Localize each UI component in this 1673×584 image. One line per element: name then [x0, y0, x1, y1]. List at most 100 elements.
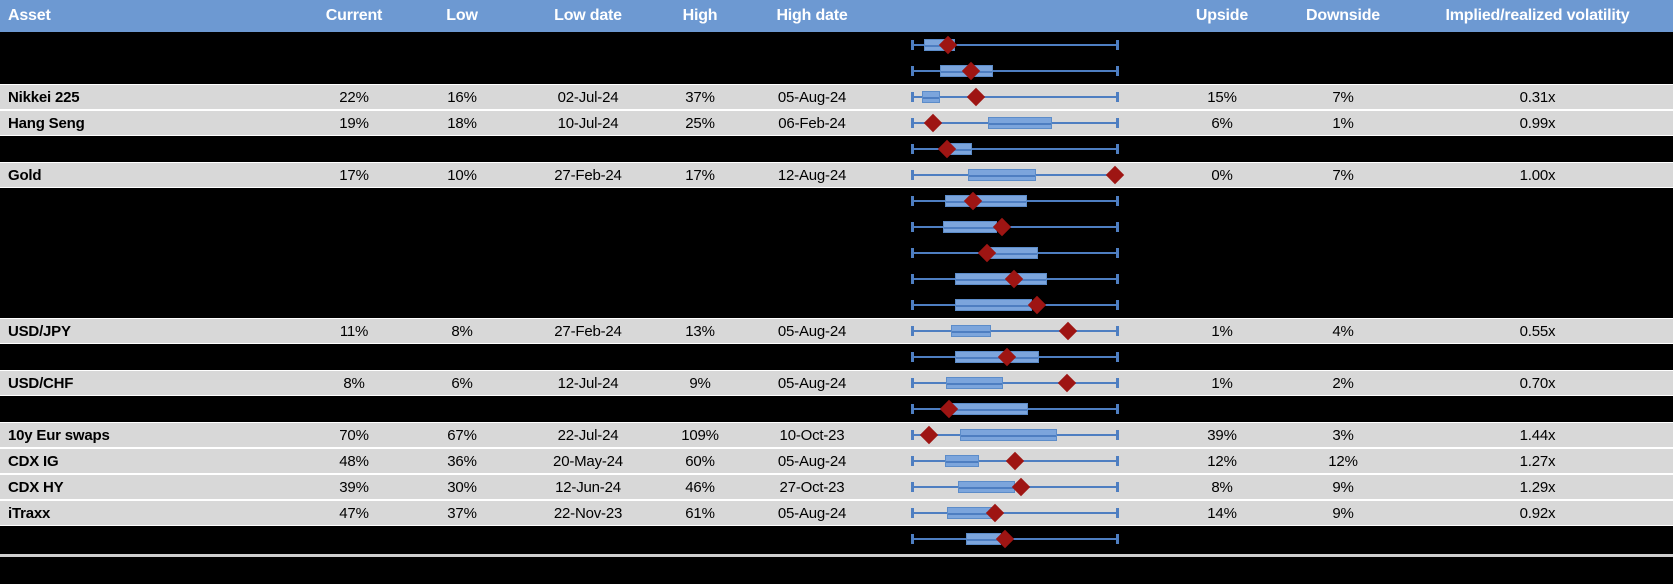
footer-strip [0, 557, 1673, 584]
range-box [921, 91, 940, 103]
range-box [942, 221, 998, 233]
cell-asset: 10y Eur swaps [8, 426, 110, 444]
cell-current: 17% [339, 166, 369, 184]
cell-upside: 8% [1211, 478, 1233, 496]
range-plot [884, 371, 1160, 395]
cell-high: 46% [685, 478, 715, 496]
cell-high-date: 05-Aug-24 [777, 504, 847, 522]
range-whisker-cap-right [1116, 326, 1119, 336]
range-whisker-cap-left [911, 40, 914, 50]
cell-downside: 3% [1332, 426, 1354, 444]
range-whisker-cap-left [911, 274, 914, 284]
cell-upside: 1% [1211, 322, 1233, 340]
table-row: CDX IG 48% 36% 20-May-24 60% 05-Aug-24 1… [0, 448, 1673, 474]
cell-high: 60% [685, 452, 715, 470]
cell-current: 22% [339, 88, 369, 106]
table-row: USD/CHF 8% 6% 12-Jul-24 9% 05-Aug-24 1% … [0, 370, 1673, 396]
cell-downside: 7% [1332, 166, 1354, 184]
redacted-row [0, 240, 1673, 266]
column-header-vol: Implied/realized volatility [1445, 7, 1630, 24]
cell-upside: 15% [1207, 88, 1237, 106]
cell-low-date: 22-Jul-24 [557, 426, 619, 444]
range-whisker-cap-left [911, 534, 914, 544]
cell-current: 11% [339, 322, 369, 340]
range-whisker-cap-left [911, 66, 914, 76]
range-whisker-cap-right [1116, 222, 1119, 232]
range-whisker-cap-right [1116, 378, 1119, 388]
table-row: Nikkei 225 22% 16% 02-Jul-24 37% 05-Aug-… [0, 84, 1673, 110]
range-whisker-line [913, 44, 1117, 46]
cell-upside: 6% [1211, 114, 1233, 132]
range-whisker-cap-right [1116, 508, 1119, 518]
cell-high: 109% [681, 426, 719, 444]
range-box [988, 117, 1052, 129]
cell-downside: 12% [1328, 452, 1358, 470]
range-whisker-cap-left [911, 222, 914, 232]
cell-asset: CDX HY [8, 478, 64, 496]
range-whisker-cap-left [911, 430, 914, 440]
range-whisker-cap-right [1116, 144, 1119, 154]
range-whisker-cap-right [1116, 118, 1119, 128]
cell-low: 8% [451, 322, 473, 340]
range-whisker-cap-left [911, 378, 914, 388]
range-plot [884, 449, 1160, 473]
cell-asset: USD/CHF [8, 374, 74, 392]
cell-downside: 7% [1332, 88, 1354, 106]
range-box [959, 429, 1057, 441]
range-whisker-cap-left [911, 170, 914, 180]
cell-upside: 39% [1207, 426, 1237, 444]
cell-downside: 9% [1332, 504, 1354, 522]
cell-asset: USD/JPY [8, 322, 71, 340]
table-row: 10y Eur swaps 70% 67% 22-Jul-24 109% 10-… [0, 422, 1673, 448]
redacted-row [0, 266, 1673, 292]
range-plot [884, 85, 1160, 109]
range-whisker-cap-left [911, 300, 914, 310]
range-plot [884, 188, 1160, 214]
current-marker-diamond-icon [923, 113, 943, 133]
range-plot [884, 319, 1160, 343]
cell-high-date: 05-Aug-24 [777, 88, 847, 106]
cell-low-date: 27-Feb-24 [554, 166, 622, 184]
range-whisker-cap-right [1116, 482, 1119, 492]
range-plot [884, 344, 1160, 370]
range-plot [884, 214, 1160, 240]
redacted-row [0, 396, 1673, 422]
cell-asset: Hang Seng [8, 114, 85, 132]
cell-low-date: 10-Jul-24 [557, 114, 619, 132]
cell-low: 67% [447, 426, 477, 444]
column-header-downside: Downside [1306, 7, 1380, 24]
range-whisker-cap-right [1116, 456, 1119, 466]
range-box [958, 481, 1015, 493]
range-plot [884, 292, 1160, 318]
cell-current: 8% [343, 374, 365, 392]
cell-upside: 12% [1207, 452, 1237, 470]
range-whisker-line [913, 70, 1117, 72]
range-whisker-cap-left [911, 508, 914, 518]
range-whisker-line [913, 226, 1117, 228]
current-marker-diamond-icon [966, 87, 986, 107]
range-whisker-cap-right [1116, 534, 1119, 544]
cell-upside: 0% [1211, 166, 1233, 184]
range-plot [884, 136, 1160, 162]
cell-low: 18% [447, 114, 477, 132]
table-row: CDX HY 39% 30% 12-Jun-24 46% 27-Oct-23 8… [0, 474, 1673, 500]
cell-implied-realized-vol: 1.27x [1519, 452, 1556, 470]
cell-high-date: 12-Aug-24 [777, 166, 847, 184]
redacted-row [0, 136, 1673, 162]
cell-current: 39% [339, 478, 369, 496]
cell-asset: iTraxx [8, 504, 51, 522]
cell-upside: 1% [1211, 374, 1233, 392]
redacted-row [0, 58, 1673, 84]
range-whisker-cap-right [1116, 40, 1119, 50]
cell-low: 16% [447, 88, 477, 106]
cell-implied-realized-vol: 0.70x [1519, 374, 1556, 392]
cell-high: 17% [685, 166, 715, 184]
cell-high: 61% [685, 504, 715, 522]
column-header-plot [884, 0, 1160, 32]
cell-high: 37% [685, 88, 715, 106]
range-whisker-line [913, 96, 1117, 98]
column-header-asset: Asset [8, 7, 51, 24]
range-whisker-line [913, 330, 1117, 332]
cell-current: 70% [339, 426, 369, 444]
